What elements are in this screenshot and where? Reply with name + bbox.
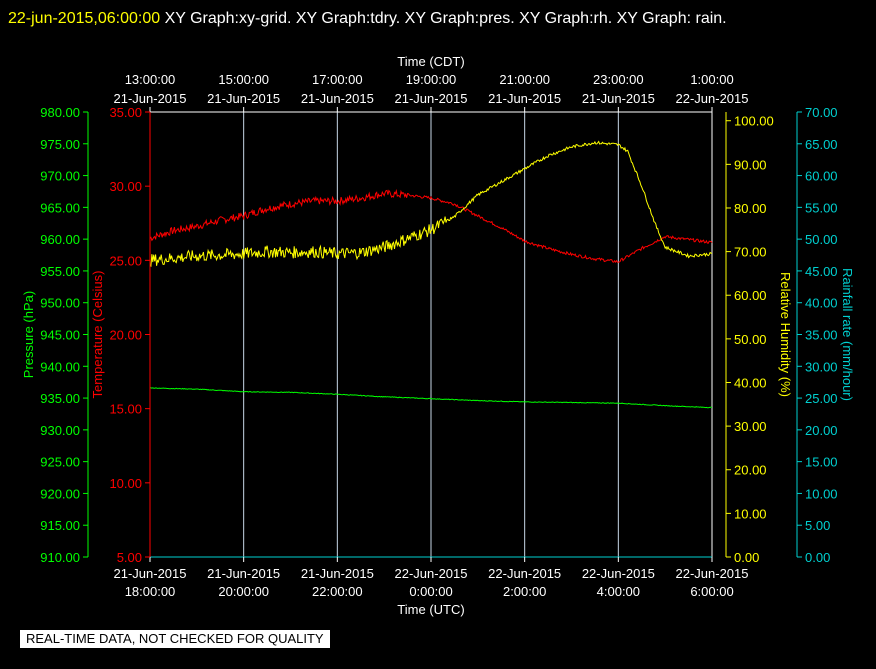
humidity-tick-label: 10.00 xyxy=(734,506,767,521)
rain-tick-label: 30.00 xyxy=(805,359,838,374)
humidity-tick-label: 60.00 xyxy=(734,288,767,303)
pressure-tick-label: 940.00 xyxy=(40,359,80,374)
temperature-tick-label: 25.00 xyxy=(109,253,142,268)
pressure-tick-label: 920.00 xyxy=(40,486,80,501)
temperature-tick-label: 10.00 xyxy=(109,476,142,491)
pressure-tick-label: 965.00 xyxy=(40,200,80,215)
x-tick-label-time: 4:00:00 xyxy=(597,584,640,599)
temperature-tick-label: 35.00 xyxy=(109,105,142,120)
qc-notice: REAL-TIME DATA, NOT CHECKED FOR QUALITY xyxy=(20,630,330,648)
top-tick-label-time: 21:00:00 xyxy=(499,72,550,87)
rain-tick-label: 35.00 xyxy=(805,328,838,343)
pressure-tick-label: 955.00 xyxy=(40,264,80,279)
top-tick-label-time: 17:00:00 xyxy=(312,72,363,87)
top-tick-label-date: 21-Jun-2015 xyxy=(114,91,187,106)
x-tick-label-date: 22-Jun-2015 xyxy=(488,566,561,581)
humidity-axis-label: Relative Humidity (%) xyxy=(778,272,793,397)
rain-tick-label: 20.00 xyxy=(805,423,838,438)
rain-tick-label: 70.00 xyxy=(805,105,838,120)
pressure-tick-label: 950.00 xyxy=(40,296,80,311)
temperature-tick-label: 30.00 xyxy=(109,179,142,194)
rain-tick-label: 50.00 xyxy=(805,232,838,247)
x-axis-label-utc: Time (UTC) xyxy=(397,602,464,617)
pressure-tick-label: 935.00 xyxy=(40,391,80,406)
x-tick-label-time: 0:00:00 xyxy=(409,584,452,599)
top-tick-label-time: 19:00:00 xyxy=(406,72,457,87)
rain-tick-label: 45.00 xyxy=(805,264,838,279)
gridlines xyxy=(243,112,619,557)
temperature-axis-label: Temperature (Celsius) xyxy=(90,271,105,399)
pressure-tick-label: 910.00 xyxy=(40,550,80,565)
rain-tick-label: 15.00 xyxy=(805,455,838,470)
humidity-tick-label: 90.00 xyxy=(734,157,767,172)
pressure-tick-label: 930.00 xyxy=(40,423,80,438)
x-axis-label-cdt: Time (CDT) xyxy=(397,54,464,69)
x-tick-label-time: 22:00:00 xyxy=(312,584,363,599)
x-tick-label-date: 22-Jun-2015 xyxy=(676,566,749,581)
pressure-tick-label: 970.00 xyxy=(40,169,80,184)
top-tick-label-date: 22-Jun-2015 xyxy=(676,91,749,106)
x-tick-label-date: 21-Jun-2015 xyxy=(207,566,280,581)
temperature-tick-label: 5.00 xyxy=(117,550,142,565)
rain-tick-label: 25.00 xyxy=(805,391,838,406)
x-tick-label-time: 2:00:00 xyxy=(503,584,546,599)
rain-tick-label: 5.00 xyxy=(805,518,830,533)
x-tick-label-date: 21-Jun-2015 xyxy=(114,566,187,581)
pressure-axis-label: Pressure (hPa) xyxy=(21,291,36,378)
rain-tick-label: 0.00 xyxy=(805,550,830,565)
temperature-tick-label: 20.00 xyxy=(109,328,142,343)
x-tick-label-time: 20:00:00 xyxy=(218,584,269,599)
x-tick-label-time: 6:00:00 xyxy=(690,584,733,599)
humidity-tick-label: 80.00 xyxy=(734,201,767,216)
rain-tick-label: 10.00 xyxy=(805,486,838,501)
top-tick-label-date: 21-Jun-2015 xyxy=(301,91,374,106)
rain-tick-label: 40.00 xyxy=(805,296,838,311)
humidity-tick-label: 40.00 xyxy=(734,375,767,390)
series-tdry xyxy=(149,188,713,263)
top-tick-label-date: 21-Jun-2015 xyxy=(395,91,468,106)
title-timestamp: 22-jun-2015,06:00:00 xyxy=(8,10,161,27)
title-text: XY Graph:xy-grid. XY Graph:tdry. XY Grap… xyxy=(160,10,727,27)
pressure-tick-label: 980.00 xyxy=(40,105,80,120)
humidity-tick-label: 30.00 xyxy=(734,419,767,434)
axes-group: 21-Jun-2015 18:00:00 21-Jun-2015 20:00:00 21… xyxy=(21,54,855,617)
pressure-tick-label: 925.00 xyxy=(40,455,80,470)
top-tick-label-time: 13:00:00 xyxy=(125,72,176,87)
top-tick-label-time: 23:00:00 xyxy=(593,72,644,87)
x-tick-label-time: 18:00:00 xyxy=(125,584,176,599)
humidity-tick-label: 50.00 xyxy=(734,332,767,347)
top-tick-label-date: 21-Jun-2015 xyxy=(207,91,280,106)
rain-axis-label: Rainfall rate (mm/hour) xyxy=(840,268,855,401)
top-tick-label-time: 15:00:00 xyxy=(218,72,269,87)
pressure-tick-label: 960.00 xyxy=(40,232,80,247)
chart-title: 22-jun-2015,06:00:00 XY Graph:xy-grid. X… xyxy=(8,4,868,34)
pressure-tick-label: 915.00 xyxy=(40,518,80,533)
rain-tick-label: 55.00 xyxy=(805,200,838,215)
x-tick-label-date: 22-Jun-2015 xyxy=(395,566,468,581)
rain-tick-label: 60.00 xyxy=(805,169,838,184)
rain-tick-label: 65.00 xyxy=(805,137,838,152)
series-pres xyxy=(149,387,713,409)
series-rh xyxy=(149,140,712,268)
x-tick-label-date: 21-Jun-2015 xyxy=(301,566,374,581)
temperature-tick-label: 15.00 xyxy=(109,402,142,417)
top-tick-label-time: 1:00:00 xyxy=(690,72,733,87)
top-tick-label-date: 21-Jun-2015 xyxy=(488,91,561,106)
humidity-tick-label: 100.00 xyxy=(734,114,774,129)
humidity-tick-label: 0.00 xyxy=(734,550,759,565)
top-tick-label-date: 21-Jun-2015 xyxy=(582,91,655,106)
humidity-tick-label: 20.00 xyxy=(734,463,767,478)
humidity-tick-label: 70.00 xyxy=(734,245,767,260)
x-tick-label-date: 22-Jun-2015 xyxy=(582,566,655,581)
pressure-tick-label: 975.00 xyxy=(40,137,80,152)
pressure-tick-label: 945.00 xyxy=(40,328,80,343)
